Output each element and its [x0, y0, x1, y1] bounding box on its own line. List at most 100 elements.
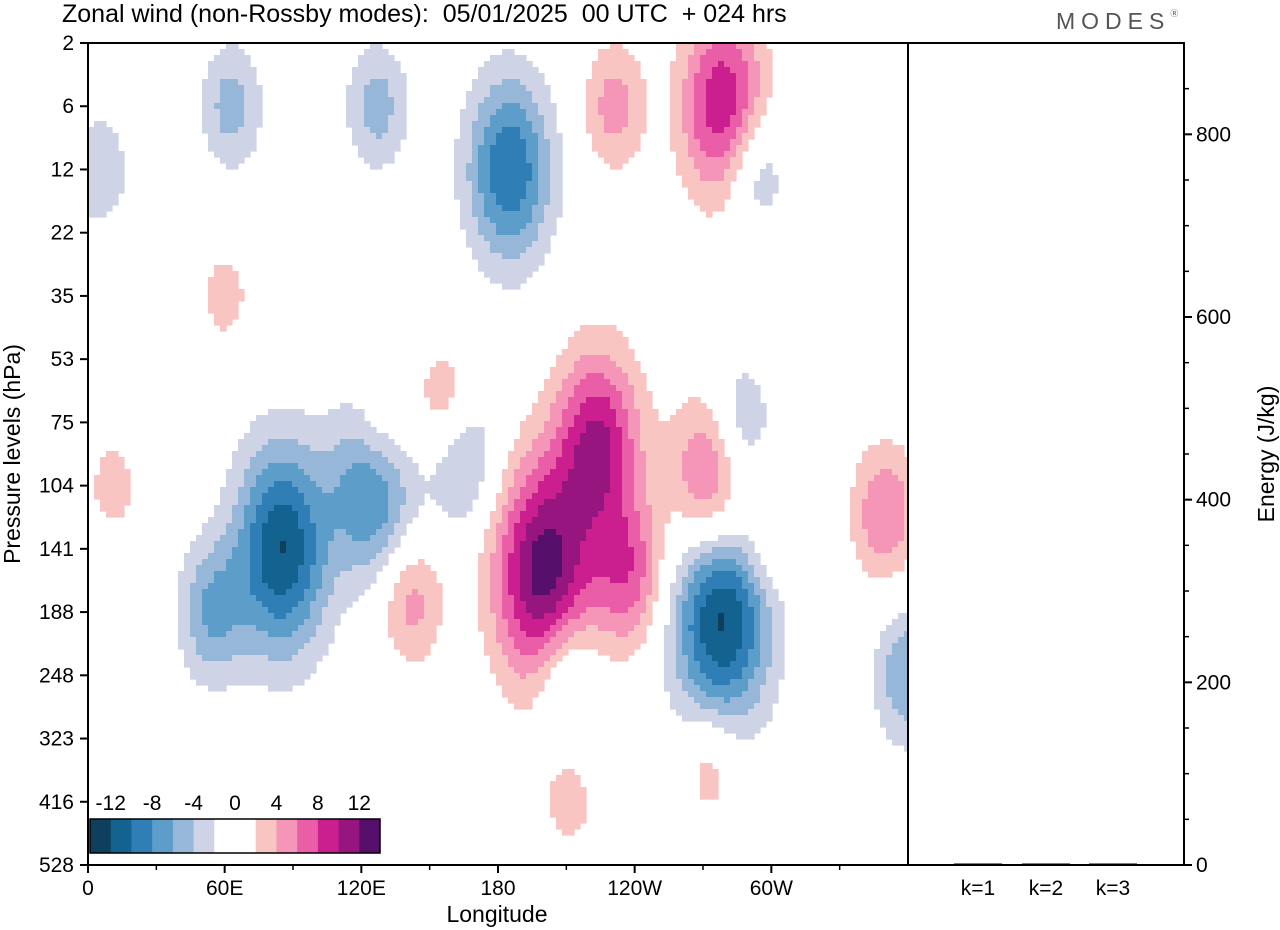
field-cell	[250, 145, 257, 152]
field-cell	[514, 67, 521, 74]
field-cell	[646, 403, 653, 410]
field-cell	[364, 583, 371, 590]
field-cell	[214, 133, 221, 140]
field-cell	[124, 481, 131, 488]
field-cell	[580, 349, 587, 356]
field-cell	[274, 487, 281, 494]
field-cell	[640, 475, 647, 482]
field-cell	[580, 397, 587, 404]
field-cell	[742, 43, 749, 50]
field-cell	[238, 583, 245, 590]
field-cell	[202, 625, 209, 632]
field-cell	[724, 601, 731, 608]
field-cell	[772, 631, 779, 638]
field-cell	[544, 169, 551, 176]
field-cell	[520, 223, 527, 230]
field-cell	[304, 595, 311, 602]
field-cell	[364, 553, 371, 560]
field-cell	[628, 145, 635, 152]
field-cell	[532, 265, 539, 272]
field-cell	[364, 577, 371, 584]
field-cell	[502, 241, 509, 248]
field-cell	[712, 199, 719, 206]
field-cell	[544, 145, 551, 152]
field-cell	[508, 613, 515, 620]
field-cell	[490, 91, 497, 98]
field-cell	[394, 73, 401, 80]
field-cell	[376, 463, 383, 470]
field-cell	[118, 487, 125, 494]
field-cell	[496, 523, 503, 530]
field-cell	[382, 559, 389, 566]
field-cell	[610, 589, 617, 596]
field-cell	[352, 475, 359, 482]
field-cell	[202, 583, 209, 590]
field-cell	[766, 61, 773, 68]
field-cell	[538, 193, 545, 200]
field-cell	[514, 553, 521, 560]
field-cell	[634, 145, 641, 152]
field-cell	[730, 127, 737, 134]
field-cell	[208, 277, 215, 284]
field-cell	[412, 505, 419, 512]
field-cell	[256, 433, 263, 440]
field-cell	[388, 439, 395, 446]
field-cell	[484, 127, 491, 134]
field-cell	[424, 487, 431, 494]
field-cell	[556, 139, 563, 146]
field-cell	[520, 163, 527, 170]
field-cell	[376, 529, 383, 536]
field-cell	[388, 139, 395, 146]
field-cell	[208, 97, 215, 104]
field-cell	[544, 487, 551, 494]
field-cell	[706, 445, 713, 452]
field-cell	[538, 241, 545, 248]
field-cell	[592, 73, 599, 80]
field-cell	[106, 151, 113, 158]
field-cell	[742, 373, 749, 380]
field-cell	[322, 535, 329, 542]
field-cell	[262, 421, 269, 428]
field-cell	[250, 127, 257, 134]
field-cell	[370, 97, 377, 104]
field-cell	[724, 535, 731, 542]
field-cell	[640, 529, 647, 536]
field-cell	[544, 541, 551, 548]
field-cell	[268, 553, 275, 560]
field-cell	[520, 241, 527, 248]
field-cell	[598, 325, 605, 332]
field-cell	[634, 403, 641, 410]
field-cell	[118, 463, 125, 470]
field-cell	[226, 157, 233, 164]
field-cell	[712, 421, 719, 428]
field-cell	[244, 103, 251, 110]
field-cell	[544, 511, 551, 518]
field-cell	[214, 529, 221, 536]
field-cell	[514, 109, 521, 116]
field-cell	[298, 595, 305, 602]
field-cell	[382, 49, 389, 56]
field-cell	[670, 637, 677, 644]
field-cell	[604, 469, 611, 476]
field-cell	[892, 619, 899, 626]
field-cell	[652, 421, 659, 428]
field-cell	[622, 133, 629, 140]
field-cell	[676, 457, 683, 464]
field-cell	[640, 391, 647, 398]
field-cell	[670, 601, 677, 608]
field-cell	[334, 517, 341, 524]
field-cell	[640, 577, 647, 584]
field-cell	[364, 499, 371, 506]
field-cell	[286, 607, 293, 614]
field-cell	[538, 391, 545, 398]
field-cell	[622, 451, 629, 458]
field-cell	[520, 205, 527, 212]
field-cell	[712, 565, 719, 572]
field-cell	[490, 541, 497, 548]
field-cell	[748, 553, 755, 560]
field-cell	[586, 325, 593, 332]
field-cell	[868, 493, 875, 500]
field-cell	[484, 259, 491, 266]
field-cell	[502, 283, 509, 290]
field-cell	[502, 589, 509, 596]
